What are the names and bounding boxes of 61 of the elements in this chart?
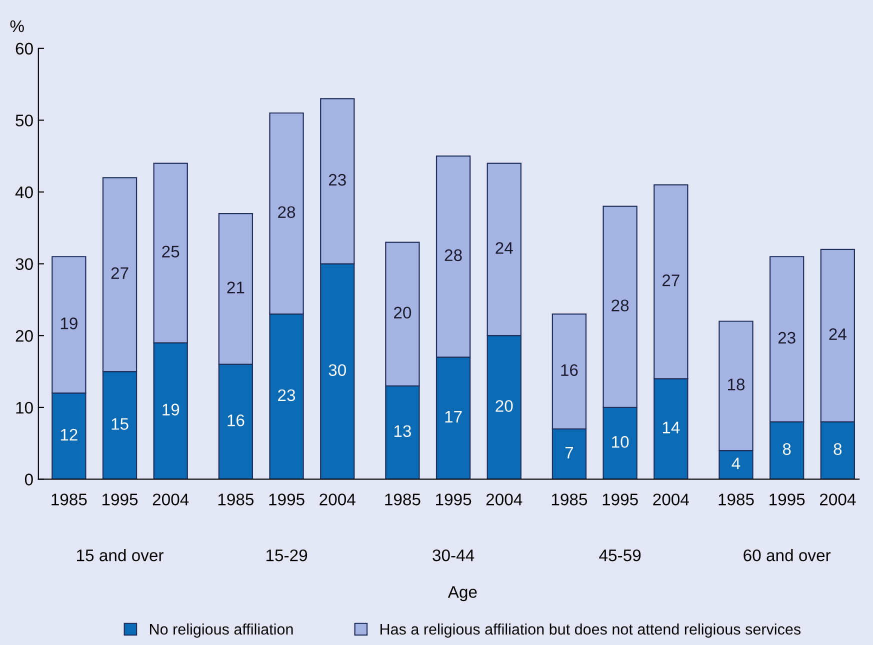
data-label: 10 [612,436,629,448]
x-tick-label: 1995 [770,494,805,506]
x-tick-label: 1995 [602,494,638,506]
x-tick-label: 1995 [102,494,138,506]
data-label: 24 [829,328,846,340]
x-tick-label: 1995 [436,494,472,506]
data-label: 19 [60,318,78,330]
data-label: 27 [662,274,680,286]
data-label: 30 [328,364,346,376]
data-label: 19 [162,404,180,416]
data-label: 24 [496,242,513,254]
legend-label: No religious affiliation [150,623,293,638]
x-tick-label: 2004 [486,494,522,506]
data-label: 15 [112,418,128,430]
x-tick-label: 1985 [552,494,588,506]
data-label: 23 [278,389,296,402]
data-label: 12 [60,428,78,440]
x-tick-label: 2004 [653,494,689,506]
y-tick-label: 10 [16,402,33,414]
data-label: 28 [278,206,296,218]
text: 45-59 [599,549,641,562]
data-label: 28 [444,249,462,262]
data-label: 8 [782,443,791,455]
data-label: 27 [111,267,128,279]
y-tick-label: 20 [16,330,33,342]
x-tick-label: 1985 [718,494,754,506]
data-label: 23 [778,332,796,344]
x-tick-label: 2004 [152,494,189,506]
data-label: 7 [565,446,574,458]
y-tick-label: 50 [16,114,33,126]
y-tick-label: 40 [15,186,33,198]
data-label: 18 [728,378,745,390]
data-label: 4 [732,458,740,470]
data-label: 28 [612,300,629,312]
y-tick-label: 60 [16,42,33,55]
data-label: 16 [228,414,244,426]
data-label: 21 [227,282,244,294]
data-label: 20 [394,306,412,319]
x-axis-title: Age [448,586,477,602]
x-tick-label: 1995 [269,494,304,506]
y-axis-title: % [10,20,24,32]
text: 15-29 [266,549,308,562]
text: 30-44 [432,549,474,562]
x-tick-label: 1985 [385,494,420,506]
x-tick-label: 2004 [320,494,356,506]
data-label: 25 [162,246,180,258]
data-label: 8 [834,443,842,455]
data-label: 13 [394,425,411,438]
text: 15 and over [77,549,164,562]
data-label: 17 [445,411,462,423]
x-tick-label: 1985 [218,494,254,506]
data-label: 14 [662,422,680,434]
text: 60 and over [744,549,831,562]
x-tick-label: 2004 [820,494,856,506]
data-label: 20 [496,400,513,412]
y-tick-label: 0 [24,474,33,486]
y-tick-label: 30 [16,258,33,270]
legend-label: Has a religious affiliation but does not attend religious services [380,623,801,638]
data-label: 16 [561,364,578,376]
data-label: 23 [328,174,346,186]
x-tick-label: 1985 [52,494,87,506]
